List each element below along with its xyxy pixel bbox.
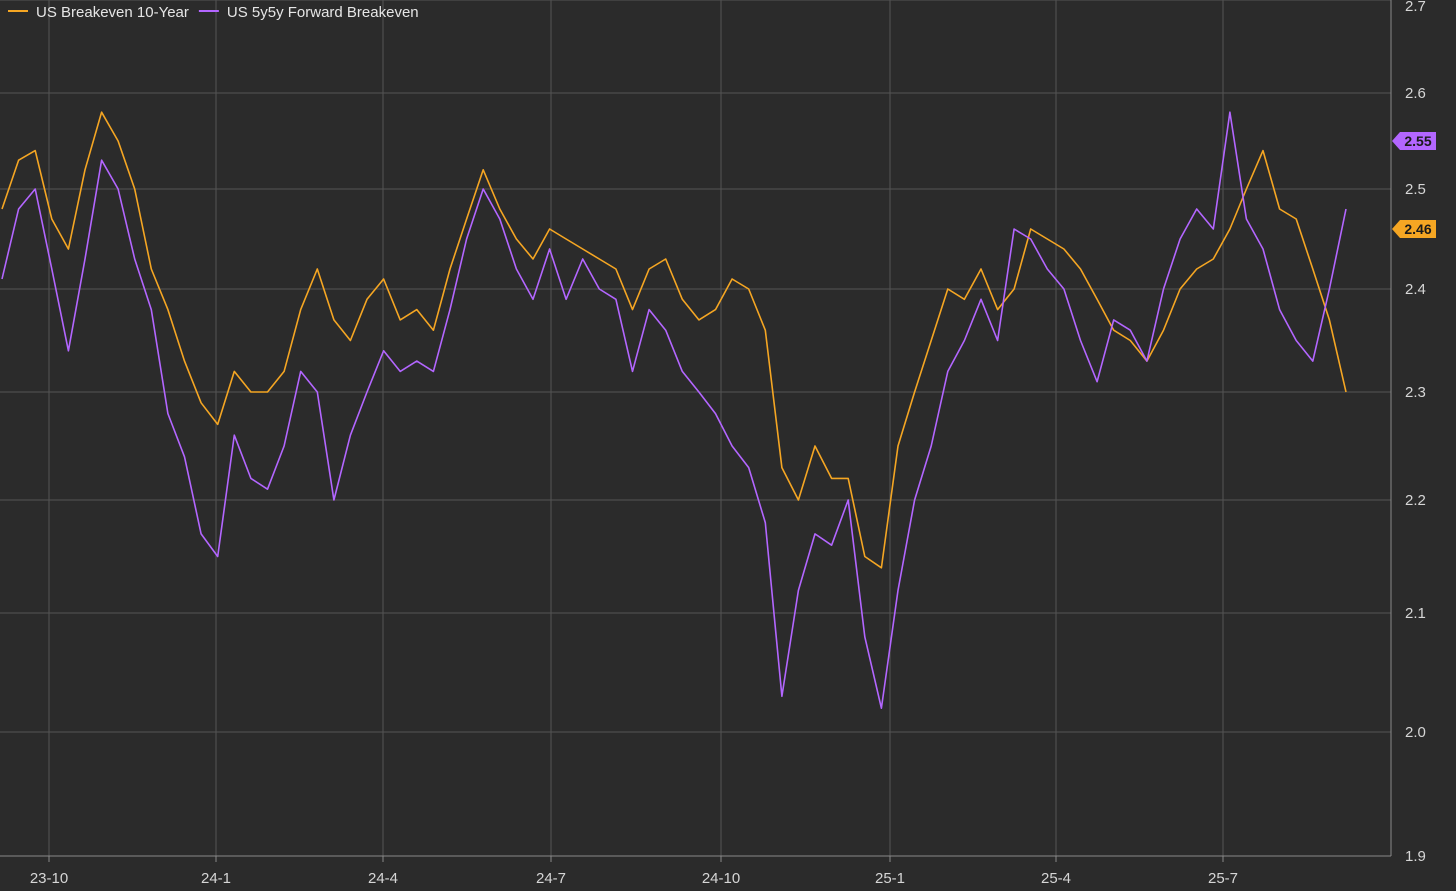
tag-shape — [1392, 132, 1436, 150]
last-value-tag: 2.46 — [1392, 220, 1436, 238]
x-tick-label: 25-1 — [875, 870, 905, 887]
y-tick-label: 2.3 — [1405, 384, 1426, 401]
series-lines — [1, 111, 1347, 709]
axes — [0, 0, 1392, 857]
series-line-breakeven-10y — [1, 111, 1347, 569]
y-tick-label: 2.7 — [1405, 0, 1426, 15]
x-tick-label: 25-4 — [1041, 870, 1071, 887]
y-tick-label: 2.0 — [1405, 724, 1426, 741]
y-tick-label: 2.6 — [1405, 85, 1426, 102]
y-tick-label: 2.1 — [1405, 605, 1426, 622]
legend-item: US 5y5y Forward Breakeven — [198, 4, 419, 21]
x-tick-label: 24-1 — [201, 870, 231, 887]
legend: US Breakeven 10-Year US 5y5y Forward Brea… — [8, 4, 419, 21]
tag-label: 2.46 — [1404, 221, 1431, 237]
x-tick-label: 24-10 — [702, 870, 740, 887]
y-ticks: 1.9 2.0 2.1 2.2 2.3 2.4 2.5 2.6 2.7 — [1405, 0, 1426, 865]
y-tick-label: 2.2 — [1405, 492, 1426, 509]
y-tick-label: 2.4 — [1405, 281, 1426, 298]
x-tick-label: 24-4 — [368, 870, 398, 887]
legend-item: US Breakeven 10-Year — [8, 4, 189, 21]
y-tick-label: 1.9 — [1405, 848, 1426, 865]
tag-label: 2.55 — [1404, 133, 1431, 149]
grid — [0, 0, 1391, 856]
x-tick-label: 23-10 — [30, 870, 68, 887]
x-tick-label: 25-7 — [1208, 870, 1238, 887]
y-tick-label: 2.5 — [1405, 181, 1426, 198]
series-line-forward-5y5y — [1, 111, 1347, 709]
x-ticks: 23-10 24-1 24-4 24-7 24-10 25-1 25-4 25-7 — [30, 856, 1238, 887]
tag-shape — [1392, 220, 1436, 238]
legend-label: US 5y5y Forward Breakeven — [227, 4, 419, 21]
legend-label: US Breakeven 10-Year — [36, 4, 189, 21]
value-tags: 2.55 2.46 — [1392, 132, 1436, 238]
x-tick-label: 24-7 — [536, 870, 566, 887]
last-value-tag: 2.55 — [1392, 132, 1436, 150]
